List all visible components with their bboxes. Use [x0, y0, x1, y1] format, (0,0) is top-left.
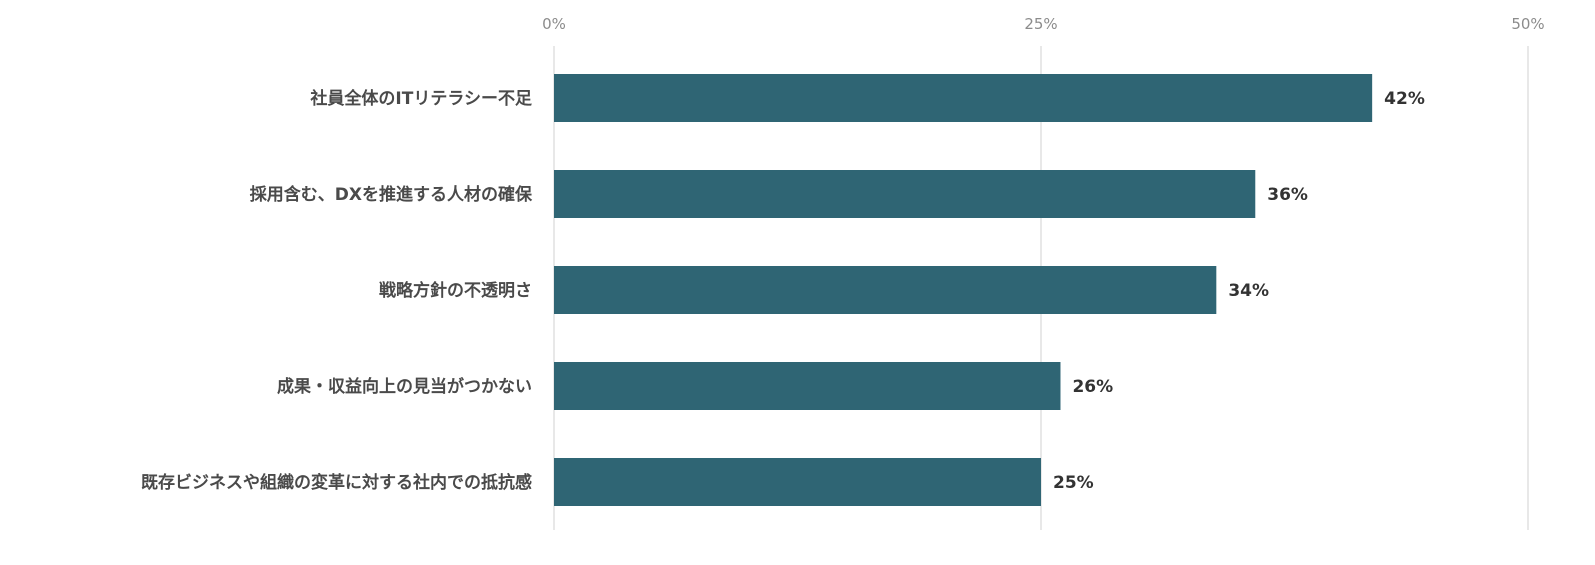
category-labels: 社員全体のITリテラシー不足採用含む、DXを推進する人材の確保戦略方針の不透明さ… [141, 88, 533, 493]
data-label: 25% [1053, 473, 1094, 493]
data-label: 36% [1267, 185, 1308, 205]
category-label: 既存ビジネスや組織の変革に対する社内での抵抗感 [141, 472, 532, 493]
bars [554, 74, 1373, 506]
bar [554, 458, 1041, 506]
data-labels: 42% 36% 34% 26% 25% [1053, 89, 1425, 493]
x-tick-label: 0% [542, 15, 566, 33]
x-tick-label: 25% [1024, 15, 1057, 33]
bar [554, 362, 1061, 410]
data-label: 26% [1072, 377, 1113, 397]
category-label: 戦略方針の不透明さ [379, 280, 532, 301]
bar [554, 74, 1373, 122]
bar [554, 170, 1256, 218]
x-tick-label: 50% [1511, 15, 1544, 33]
bar [554, 266, 1217, 314]
x-axis-ticks: 0% 25% 50% [542, 15, 1545, 33]
category-label: 成果・収益向上の見当がつかない [277, 376, 532, 397]
data-label: 34% [1228, 281, 1269, 301]
category-label: 社員全体のITリテラシー不足 [309, 88, 532, 109]
category-label: 採用含む、DXを推進する人材の確保 [250, 184, 533, 205]
data-label: 42% [1384, 89, 1425, 109]
